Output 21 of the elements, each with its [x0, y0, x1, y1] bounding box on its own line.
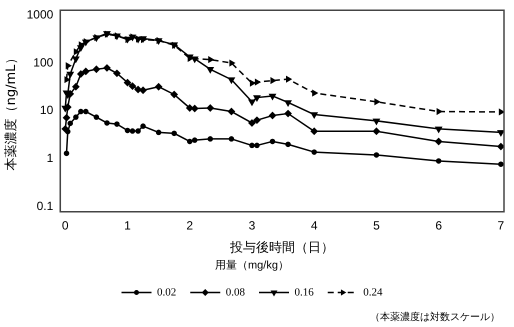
x-tick-label: 5 — [373, 218, 380, 232]
x-tick-label: 1 — [124, 218, 132, 232]
x-tick-label: 2 — [186, 218, 194, 232]
y-tick-label: 0.1 — [36, 198, 54, 213]
legend-label: 0.16 — [294, 286, 314, 298]
legend-label: 0.02 — [157, 286, 176, 298]
legend-title: 用量（mg/kg） — [215, 259, 289, 272]
x-axis-title: 投与後時間（日） — [229, 240, 334, 256]
legend-label: 0.24 — [363, 286, 383, 298]
x-tick-label: 0 — [62, 218, 69, 232]
y-tick-label: 1 — [46, 151, 54, 166]
y-axis-title: 本薬濃度（ng/mL） — [3, 52, 20, 170]
x-tick-label: 7 — [498, 218, 505, 232]
y-tick-label: 100 — [33, 55, 54, 70]
x-tick-label: 3 — [248, 218, 256, 232]
y-tick-label: 10 — [40, 103, 54, 118]
x-tick-label: 4 — [310, 218, 318, 232]
legend-label: 0.08 — [226, 286, 246, 298]
y-tick-label: 1000 — [26, 7, 54, 22]
text: （本薬濃度は対数スケール） — [370, 310, 500, 324]
x-tick-label: 6 — [435, 218, 442, 232]
